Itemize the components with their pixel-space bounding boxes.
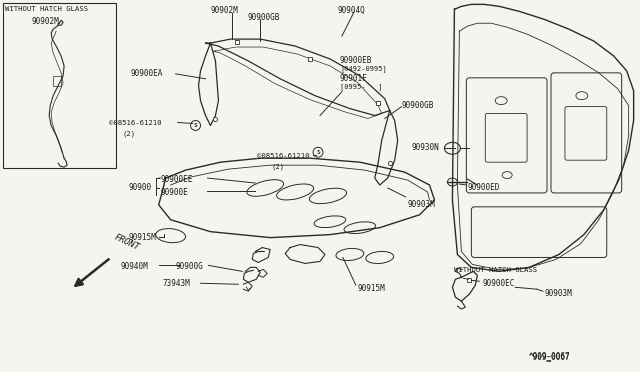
Text: 73943M: 73943M <box>163 279 191 288</box>
Text: 90900EE: 90900EE <box>161 175 193 184</box>
Ellipse shape <box>247 180 284 196</box>
Text: 90915M: 90915M <box>129 232 157 242</box>
Ellipse shape <box>314 216 346 228</box>
Text: [0995-   ]: [0995- ] <box>340 83 383 90</box>
Text: 90903M: 90903M <box>544 289 572 298</box>
Text: ©08516-61210: ©08516-61210 <box>257 153 310 159</box>
Ellipse shape <box>344 222 376 234</box>
Text: ^909‗0067: ^909‗0067 <box>529 352 571 361</box>
Text: [0492-0995]: [0492-0995] <box>340 65 387 72</box>
Text: (2): (2) <box>271 163 284 170</box>
Text: 90900E: 90900E <box>161 188 188 197</box>
Text: WITHOUT HATCH GLASS: WITHOUT HATCH GLASS <box>5 6 88 12</box>
Text: 90904Q: 90904Q <box>338 6 365 15</box>
Text: 90900: 90900 <box>129 183 152 192</box>
Text: 90940M: 90940M <box>121 262 148 272</box>
Text: S: S <box>316 150 320 155</box>
Bar <box>53 76 61 86</box>
Text: 90900EB: 90900EB <box>340 56 372 65</box>
Text: 90900GB: 90900GB <box>247 13 280 22</box>
Text: 90903M: 90903M <box>408 200 435 209</box>
Ellipse shape <box>276 184 314 200</box>
Text: 90915M: 90915M <box>358 284 385 293</box>
Text: 90900EC: 90900EC <box>483 279 515 288</box>
Text: 90902M: 90902M <box>31 17 59 26</box>
Text: 90901F: 90901F <box>340 74 367 83</box>
Text: 90900G: 90900G <box>175 262 204 272</box>
Ellipse shape <box>309 188 347 203</box>
Ellipse shape <box>336 248 364 260</box>
Text: ©08516-61210: ©08516-61210 <box>109 121 161 126</box>
Text: WITHOUT HATCH GLASS: WITHOUT HATCH GLASS <box>454 267 538 273</box>
Text: 90900ED: 90900ED <box>467 183 500 192</box>
Text: 90930N: 90930N <box>412 143 439 152</box>
Text: 90902M: 90902M <box>211 6 238 15</box>
Text: 90900GB: 90900GB <box>402 101 434 110</box>
Bar <box>3 3 116 168</box>
Text: FRONT: FRONT <box>113 233 141 253</box>
Text: (2): (2) <box>123 131 136 137</box>
Text: ^909−0067: ^909−0067 <box>529 352 571 361</box>
Ellipse shape <box>366 251 394 263</box>
Text: 90900EA: 90900EA <box>131 69 163 78</box>
Text: S: S <box>194 123 197 128</box>
Ellipse shape <box>156 228 186 243</box>
